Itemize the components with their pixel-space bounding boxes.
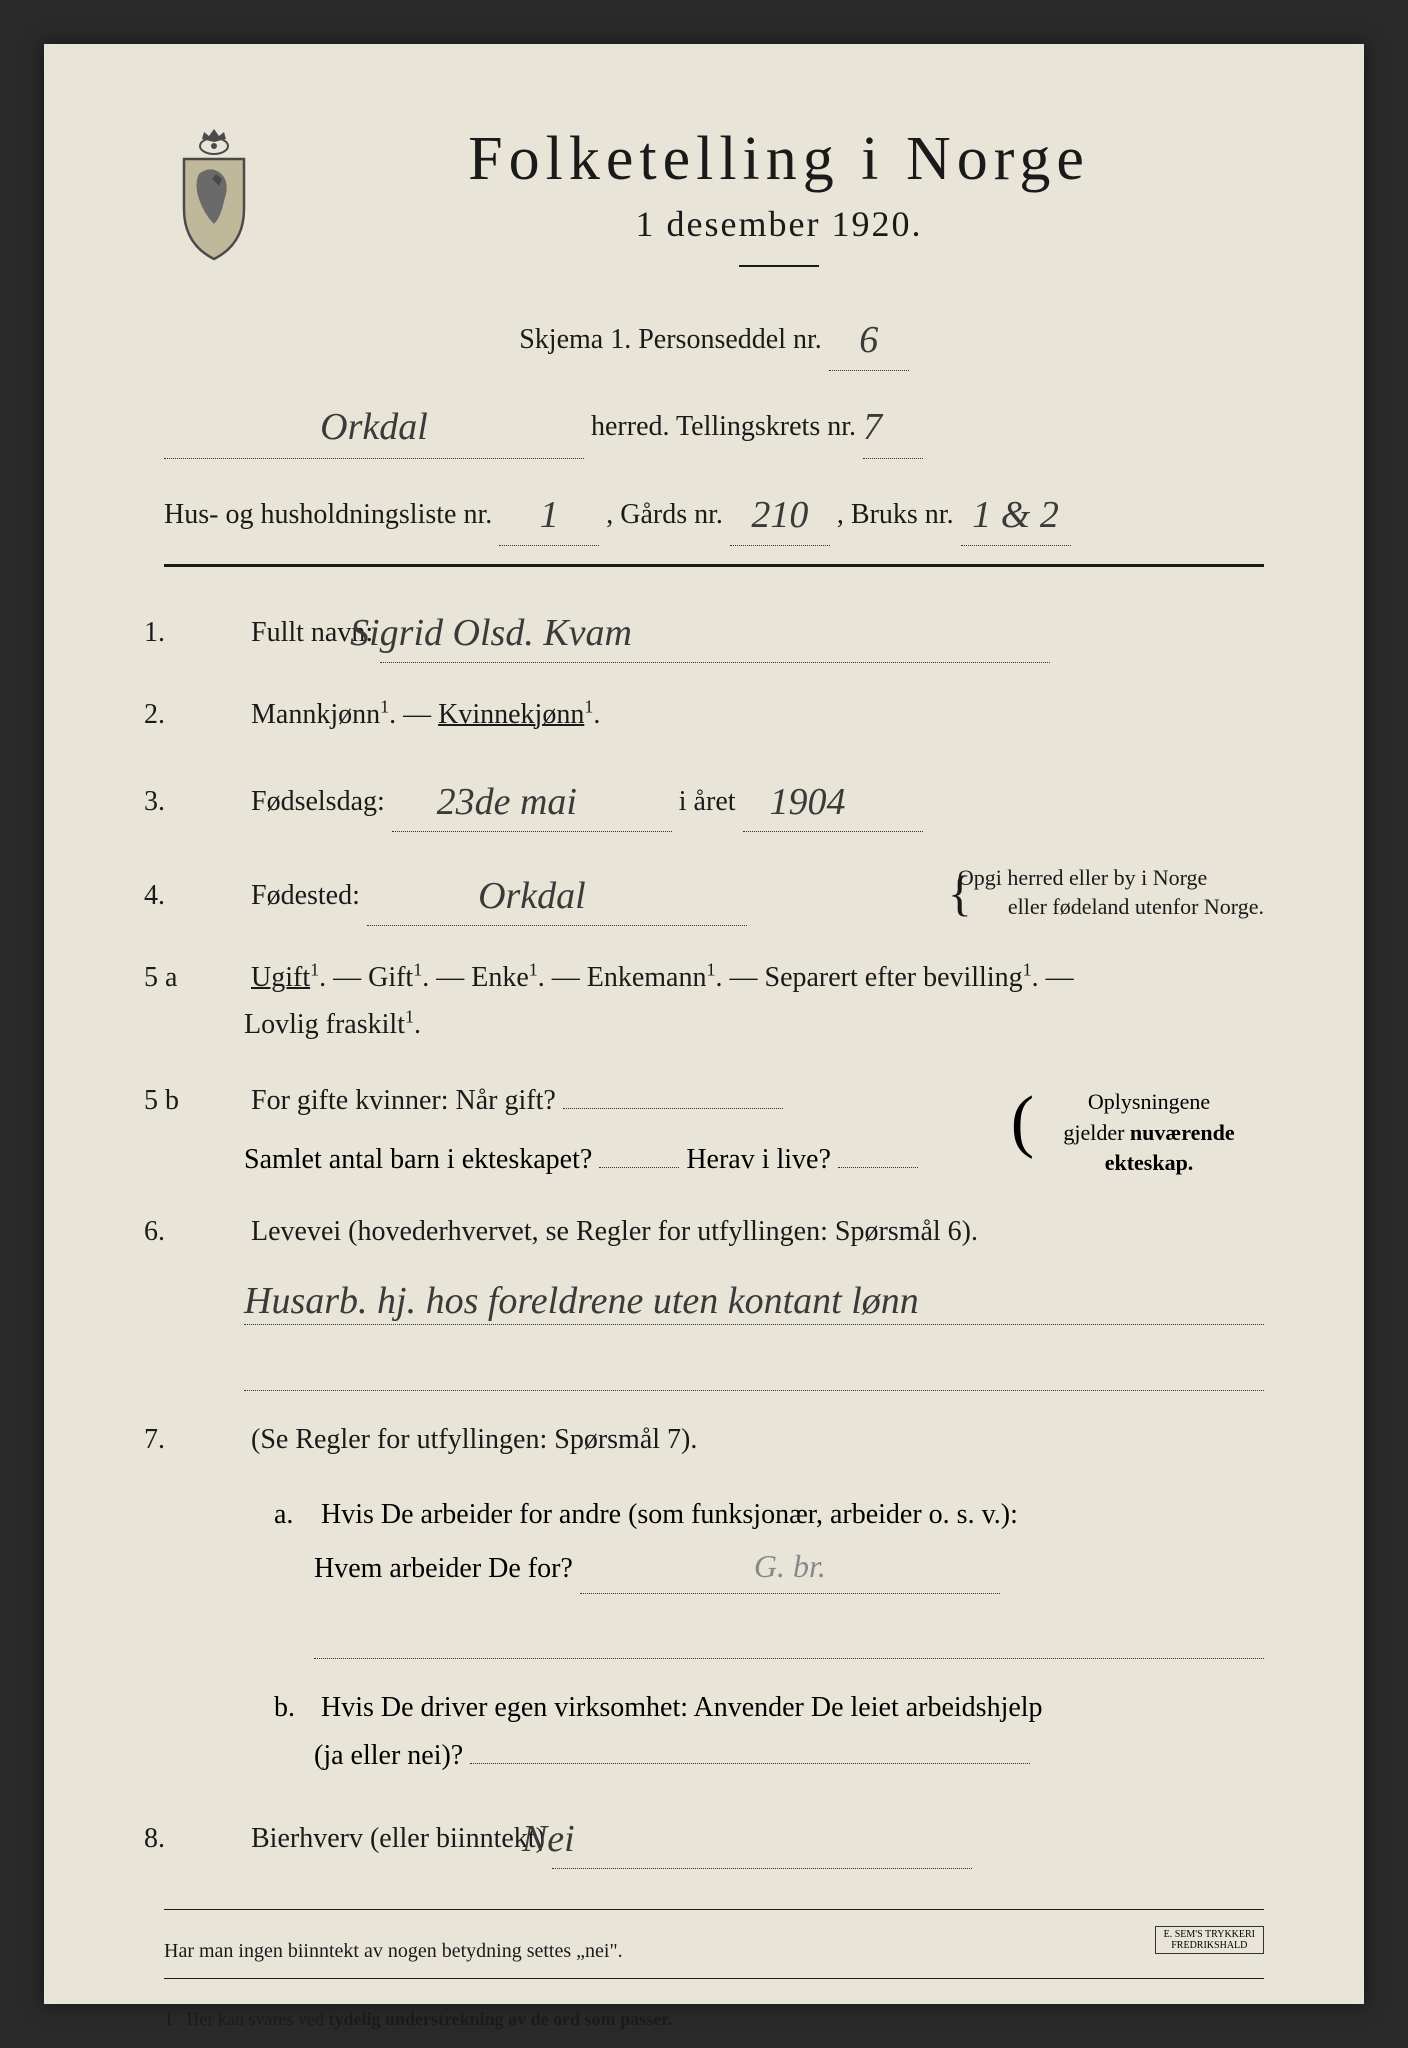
q8-label: Bierhverv (eller biinntekt): [251, 1823, 545, 1854]
tellingskrets-nr: 7: [863, 406, 882, 448]
crest-icon: [164, 124, 264, 264]
personseddel-nr: 6: [859, 319, 878, 361]
title-block: Folketelling i Norge 1 desember 1920.: [294, 124, 1264, 292]
q5b-num: 5 b: [194, 1077, 244, 1125]
q2-label2: Kvinnekjønn: [438, 699, 584, 730]
q5b-note-1: Oplysningene: [1088, 1089, 1210, 1114]
q5b-note-2: gjelder nuværende: [1063, 1120, 1234, 1145]
herred-line: Orkdal herred. Tellingskrets nr. 7: [164, 389, 1264, 458]
q7a-letter: a.: [274, 1491, 314, 1539]
title-divider: [739, 265, 819, 267]
printer-1: E. SEM'S TRYKKERI: [1164, 1929, 1255, 1940]
brace-icon-2: (: [1011, 1077, 1034, 1157]
q5a-num: 5 a: [194, 954, 244, 1002]
main-title: Folketelling i Norge: [294, 124, 1264, 195]
q3: 3. Fødselsdag: 23de mai i året 1904: [214, 766, 1264, 832]
q7a: a. Hvis De arbeider for andre (som funks…: [164, 1491, 1264, 1594]
rule-1: [164, 564, 1264, 567]
bruks-label: , Bruks nr.: [837, 499, 954, 530]
q5b-3: Herav i live?: [686, 1144, 831, 1175]
q5a-3: — Enke: [436, 962, 529, 993]
q2-num: 2.: [194, 691, 244, 739]
q7a-answer-line: [314, 1618, 1264, 1659]
q3-day: 23de mai: [437, 781, 577, 823]
q1-value: Sigrid Olsd. Kvam: [350, 612, 632, 654]
q4-label: Fødested:: [251, 880, 360, 911]
q5a-2: — Gift: [333, 962, 413, 993]
q7a-value: G. br.: [754, 1548, 826, 1584]
skjema-label: Skjema 1. Personseddel nr.: [519, 324, 822, 355]
q5b: 5 b For gifte kvinner: Når gift? Samlet …: [164, 1077, 1264, 1208]
q8: 8. Bierhverv (eller biinntekt) Nei: [214, 1803, 1264, 1869]
q6-value: Husarb. hj. hos foreldrene uten kontant …: [244, 1279, 919, 1323]
q5a-4: — Enkemann: [552, 962, 707, 993]
rule-3: [164, 1978, 1264, 1979]
q7a-1: Hvis De arbeider for andre (som funksjon…: [321, 1499, 1018, 1530]
q7-num: 7.: [194, 1416, 244, 1464]
q8-num: 8.: [194, 1815, 244, 1863]
q7b: b. Hvis De driver egen virksomhet: Anven…: [164, 1684, 1264, 1779]
q7b-1: Hvis De driver egen virksomhet: Anvender…: [321, 1692, 1043, 1723]
q3-year: 1904: [770, 781, 846, 823]
rule-2: [164, 1909, 1264, 1910]
q5a-5: — Separert efter bevilling: [730, 962, 1023, 993]
q7b-2: (ja eller nei)?: [274, 1740, 463, 1771]
herred-value: Orkdal: [320, 406, 428, 448]
hus-line: Hus- og husholdningsliste nr. 1 , Gårds …: [164, 477, 1264, 546]
q2: 2. Mannkjønn1. — Kvinnekjønn1.: [214, 691, 1264, 739]
q5b-1: For gifte kvinner: Når gift?: [251, 1085, 556, 1116]
q4-note-2: eller fødeland utenfor Norge.: [1008, 894, 1264, 919]
herred-label: herred. Tellingskrets nr.: [591, 411, 856, 442]
q4-value: Orkdal: [478, 875, 586, 917]
q2-sep: —: [403, 699, 438, 730]
hus-label: Hus- og husholdningsliste nr.: [164, 499, 492, 530]
hus-nr: 1: [540, 494, 559, 536]
q6-answer-line: Husarb. hj. hos foreldrene uten kontant …: [244, 1284, 1264, 1325]
q5a: 5 a Ugift1. — Gift1. — Enke1. — Enkemann…: [214, 954, 1264, 1049]
q3-year-label: i året: [679, 786, 736, 817]
subtitle: 1 desember 1920.: [294, 203, 1264, 245]
census-form-page: Folketelling i Norge 1 desember 1920. Sk…: [44, 44, 1364, 2004]
q4-num: 4.: [194, 872, 244, 920]
q7b-letter: b.: [274, 1684, 314, 1732]
printer-2: FREDRIKSHALD: [1171, 1940, 1247, 1951]
q6-answer-line-2: [244, 1350, 1264, 1391]
q3-label: Fødselsdag:: [251, 786, 385, 817]
footnote-text: Her kan svares ved tydelig understreknin…: [187, 2009, 673, 2029]
q4: 4. Fødested: Orkdal { Opgi herred eller …: [214, 860, 1264, 926]
footnote-2: 1 Her kan svares ved tydelig understrekn…: [164, 2009, 1264, 2030]
q7a-2: Hvem arbeider De for?: [274, 1553, 573, 1584]
q6-num: 6.: [194, 1208, 244, 1256]
q5a-1: Ugift: [251, 962, 310, 993]
q5b-2: Samlet antal barn i ekteskapet?: [244, 1144, 592, 1175]
q6-label: Levevei (hovederhvervet, se Regler for u…: [251, 1216, 978, 1247]
q5b-note-3: ekteskap.: [1105, 1150, 1194, 1175]
q7-label: (Se Regler for utfyllingen: Spørsmål 7).: [251, 1424, 697, 1455]
footnote-num: 1: [164, 2009, 173, 2029]
q7: 7. (Se Regler for utfyllingen: Spørsmål …: [214, 1416, 1264, 1464]
printer-mark: E. SEM'S TRYKKERI FREDRIKSHALD: [1155, 1926, 1264, 1954]
q4-note-1: Opgi herred eller by i Norge: [958, 865, 1207, 890]
skjema-line: Skjema 1. Personseddel nr. 6: [164, 302, 1264, 371]
gards-label: , Gårds nr.: [606, 499, 723, 530]
gards-nr: 210: [751, 494, 808, 536]
bruks-nr: 1 & 2: [972, 494, 1059, 536]
header-row: Folketelling i Norge 1 desember 1920.: [164, 124, 1264, 292]
q2-label: Mannkjønn: [251, 699, 380, 730]
q8-value: Nei: [522, 1818, 575, 1860]
q5a-6: Lovlig fraskilt: [244, 1009, 405, 1040]
q4-note: Opgi herred eller by i Norge eller fødel…: [1008, 864, 1264, 921]
q6: 6. Levevei (hovederhvervet, se Regler fo…: [214, 1208, 1264, 1256]
q3-num: 3.: [194, 778, 244, 826]
footnote-1: Har man ingen biinntekt av nogen betydni…: [164, 1940, 1264, 1963]
q5b-note: Oplysningene gjelder nuværende ekteskap.: [1034, 1077, 1264, 1179]
coat-of-arms: [164, 124, 264, 264]
q1-num: 1.: [194, 609, 244, 657]
q1: 1. Fullt navn: Sigrid Olsd. Kvam: [214, 597, 1264, 663]
